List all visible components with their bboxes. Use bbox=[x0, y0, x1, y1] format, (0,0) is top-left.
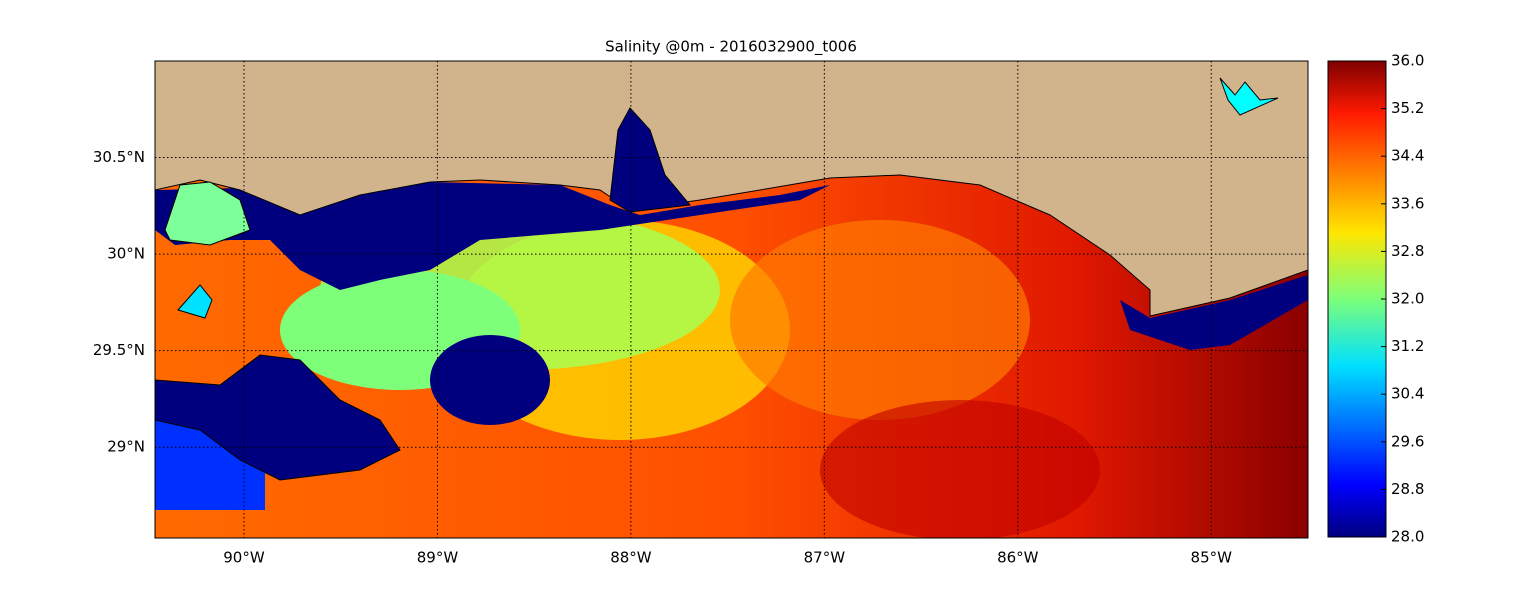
x-tick-label: 85°W bbox=[1191, 549, 1233, 567]
lake bbox=[1219, 77, 1279, 116]
chart-title: Salinity @0m - 2016032900_t006 bbox=[605, 38, 857, 57]
colorbar-tick-label: 32.0 bbox=[1391, 290, 1424, 308]
plume bbox=[820, 400, 1100, 538]
colorbar-tick-label: 32.8 bbox=[1391, 242, 1424, 260]
y-tick-label: 29.5°N bbox=[93, 341, 145, 359]
delta bbox=[155, 354, 401, 481]
fresh-water bbox=[1120, 275, 1308, 350]
plume bbox=[730, 220, 1030, 420]
y-tick-label: 30.5°N bbox=[93, 148, 145, 166]
colorbar-tick-label: 30.4 bbox=[1391, 385, 1424, 403]
x-tick-label: 89°W bbox=[417, 549, 459, 567]
x-tick-label: 90°W bbox=[223, 549, 265, 567]
x-tick-label: 87°W bbox=[804, 549, 846, 567]
fresh-water bbox=[430, 335, 550, 425]
colorbar-tick-label: 29.6 bbox=[1391, 432, 1424, 450]
plot-frame bbox=[154, 60, 1309, 539]
y-tick-label: 29°N bbox=[107, 438, 145, 456]
lake bbox=[177, 284, 213, 319]
bay bbox=[609, 107, 691, 213]
x-tick-label: 88°W bbox=[610, 549, 652, 567]
land bbox=[155, 61, 1308, 317]
colorbar-tick-label: 28.0 bbox=[1391, 528, 1424, 546]
y-tick-label: 30°N bbox=[107, 245, 145, 263]
colorbar-tick-label: 35.2 bbox=[1391, 99, 1424, 117]
map-field bbox=[155, 61, 1308, 538]
colorbar-tick-label: 28.8 bbox=[1391, 480, 1424, 498]
colorbar bbox=[1327, 60, 1387, 538]
colorbar-tick-label: 31.2 bbox=[1391, 337, 1424, 355]
lake bbox=[164, 181, 251, 246]
fresh-water bbox=[155, 182, 830, 290]
x-tick-label: 86°W bbox=[997, 549, 1039, 567]
colorbar-tick-label: 33.6 bbox=[1391, 194, 1424, 212]
colorbar-tick-label: 36.0 bbox=[1391, 52, 1424, 70]
colorbar-tick-label: 34.4 bbox=[1391, 147, 1424, 165]
